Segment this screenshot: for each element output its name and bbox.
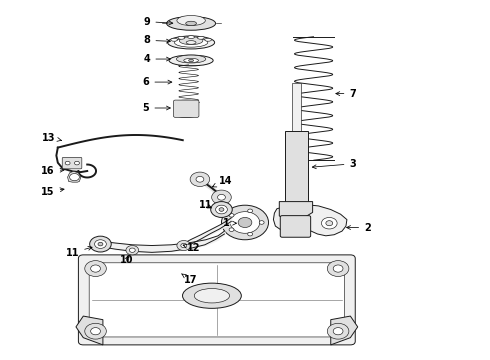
Text: 11: 11: [199, 200, 213, 210]
Text: 7: 7: [336, 89, 356, 99]
Text: 10: 10: [120, 255, 133, 265]
Polygon shape: [76, 316, 103, 345]
Circle shape: [218, 194, 225, 200]
Circle shape: [212, 190, 231, 204]
Ellipse shape: [182, 283, 241, 308]
Polygon shape: [279, 202, 313, 220]
Text: 16: 16: [41, 166, 64, 176]
Circle shape: [190, 172, 210, 186]
Text: 17: 17: [181, 274, 198, 285]
Text: 13: 13: [42, 132, 61, 143]
Ellipse shape: [175, 113, 197, 117]
Circle shape: [196, 176, 204, 182]
Circle shape: [126, 246, 139, 255]
Ellipse shape: [205, 39, 212, 41]
Ellipse shape: [184, 58, 198, 63]
Ellipse shape: [186, 41, 196, 44]
Circle shape: [321, 217, 337, 229]
FancyBboxPatch shape: [173, 100, 199, 117]
Circle shape: [98, 242, 103, 246]
Text: 6: 6: [143, 77, 172, 87]
Circle shape: [248, 209, 253, 213]
Circle shape: [177, 240, 191, 251]
FancyBboxPatch shape: [78, 255, 355, 345]
Text: 3: 3: [312, 159, 356, 169]
Circle shape: [91, 265, 100, 272]
Circle shape: [290, 222, 301, 231]
Circle shape: [85, 261, 106, 276]
Text: 2: 2: [346, 222, 371, 233]
Ellipse shape: [197, 36, 204, 39]
Circle shape: [85, 323, 106, 339]
Ellipse shape: [189, 59, 194, 62]
Polygon shape: [331, 316, 358, 345]
Circle shape: [211, 202, 232, 217]
Ellipse shape: [176, 55, 206, 63]
Ellipse shape: [179, 37, 203, 45]
Circle shape: [181, 243, 187, 248]
Ellipse shape: [177, 15, 205, 26]
Text: 1: 1: [223, 218, 237, 228]
Text: 14: 14: [213, 176, 232, 187]
Circle shape: [333, 265, 343, 272]
Circle shape: [216, 205, 227, 214]
Text: 9: 9: [144, 17, 173, 27]
Circle shape: [229, 228, 234, 231]
Ellipse shape: [175, 100, 197, 104]
Text: 5: 5: [143, 103, 171, 113]
Ellipse shape: [168, 36, 215, 49]
Circle shape: [221, 205, 269, 240]
Circle shape: [129, 248, 135, 252]
Circle shape: [333, 328, 343, 335]
Text: 15: 15: [41, 186, 64, 197]
Circle shape: [230, 212, 260, 233]
Circle shape: [70, 174, 79, 181]
Text: 11: 11: [66, 246, 92, 258]
Circle shape: [327, 261, 349, 276]
FancyBboxPatch shape: [62, 157, 82, 169]
Text: 12: 12: [183, 243, 201, 253]
Circle shape: [65, 161, 70, 165]
FancyBboxPatch shape: [292, 83, 301, 133]
Circle shape: [229, 213, 234, 217]
Polygon shape: [68, 171, 81, 182]
Ellipse shape: [186, 21, 196, 26]
Circle shape: [74, 161, 79, 165]
FancyBboxPatch shape: [285, 131, 308, 202]
Ellipse shape: [169, 55, 213, 66]
Circle shape: [238, 217, 252, 228]
Ellipse shape: [194, 289, 229, 303]
Text: 8: 8: [144, 35, 171, 45]
Circle shape: [90, 236, 111, 252]
Circle shape: [293, 225, 298, 228]
Ellipse shape: [167, 17, 216, 30]
Circle shape: [326, 221, 333, 226]
Circle shape: [95, 240, 106, 248]
Ellipse shape: [188, 36, 195, 39]
Circle shape: [259, 221, 264, 224]
Text: 4: 4: [144, 54, 171, 64]
Polygon shape: [273, 204, 347, 236]
FancyBboxPatch shape: [280, 216, 311, 237]
Ellipse shape: [178, 36, 185, 39]
Ellipse shape: [174, 38, 208, 47]
Circle shape: [219, 208, 224, 211]
Circle shape: [327, 323, 349, 339]
FancyBboxPatch shape: [89, 263, 344, 337]
Circle shape: [91, 328, 100, 335]
Ellipse shape: [171, 39, 177, 41]
Circle shape: [248, 232, 253, 236]
